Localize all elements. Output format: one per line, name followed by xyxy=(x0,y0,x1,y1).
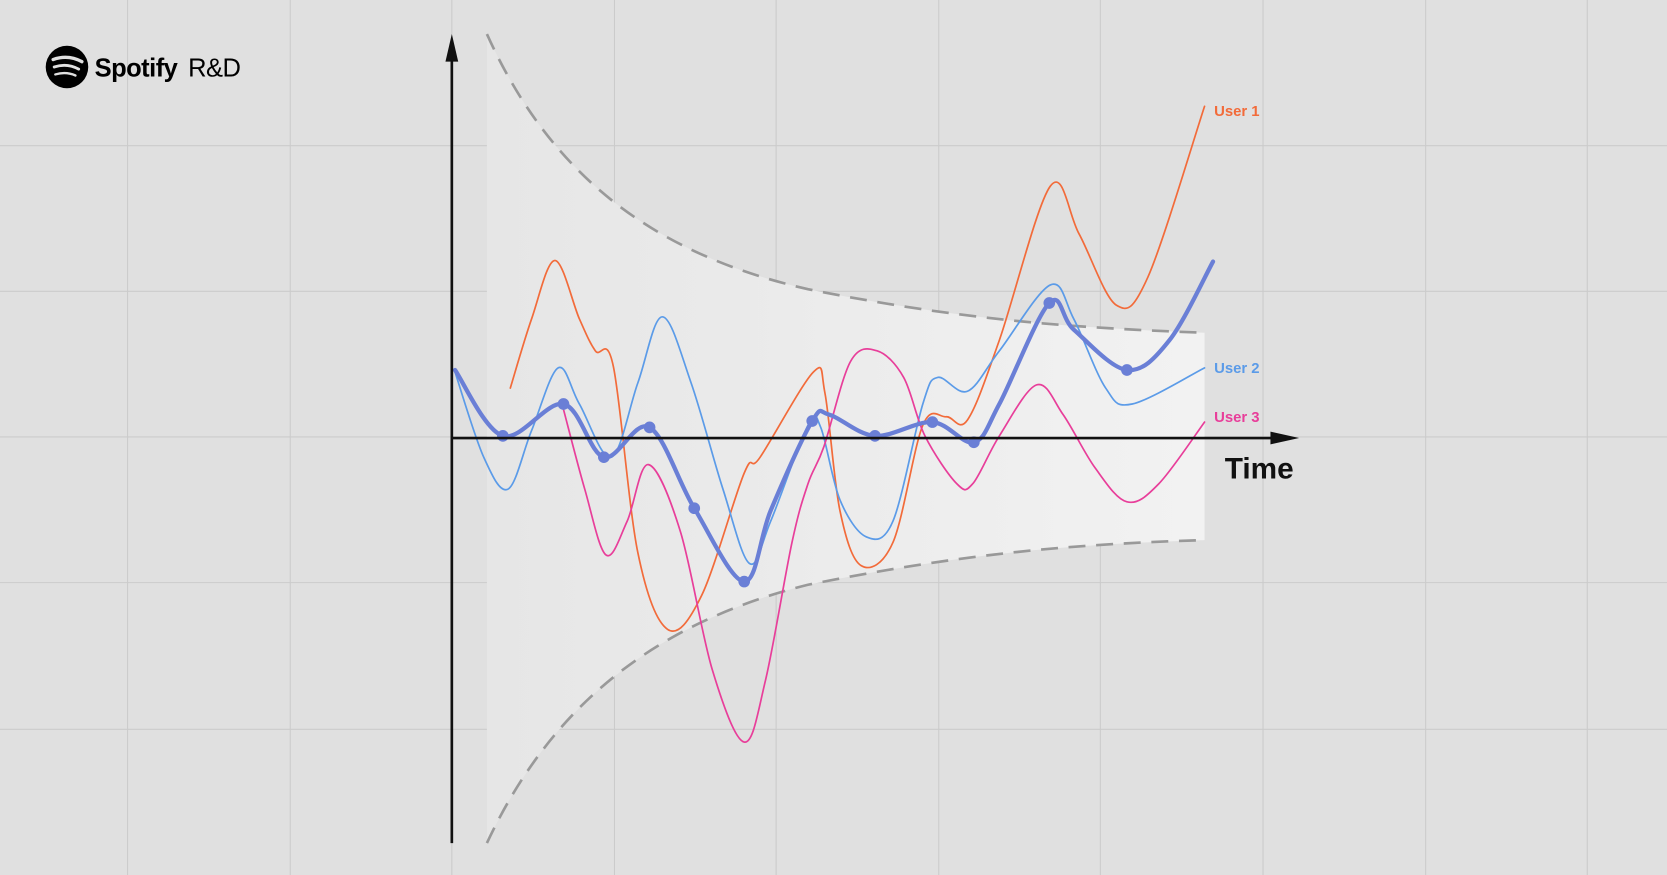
curves xyxy=(452,105,1216,743)
series-label: User 2 xyxy=(1214,361,1259,377)
logo-brand: Spotify xyxy=(95,55,179,83)
average-point xyxy=(688,502,701,515)
x-axis-arrow xyxy=(1270,431,1300,445)
average-point xyxy=(806,415,819,427)
x-axis-label: Time xyxy=(1225,452,1294,485)
logo-icon xyxy=(45,45,89,89)
average-point xyxy=(598,451,610,464)
average-point xyxy=(497,430,509,442)
average-point xyxy=(1121,364,1133,376)
average-point xyxy=(926,416,939,428)
user-3-curve xyxy=(562,347,1206,743)
y-axis-arrow xyxy=(445,34,459,62)
user-1-curve xyxy=(509,105,1206,632)
average-point xyxy=(1043,297,1056,309)
series-label: User 3 xyxy=(1214,410,1259,426)
logo: Spotify R&D xyxy=(45,45,241,89)
average-point xyxy=(557,398,570,410)
average-point xyxy=(738,575,751,588)
logo-division: R&D xyxy=(188,55,240,83)
series-label: User 1 xyxy=(1214,104,1259,120)
average-point xyxy=(869,430,881,442)
average-point xyxy=(643,421,656,434)
lower-bound xyxy=(485,538,1205,844)
